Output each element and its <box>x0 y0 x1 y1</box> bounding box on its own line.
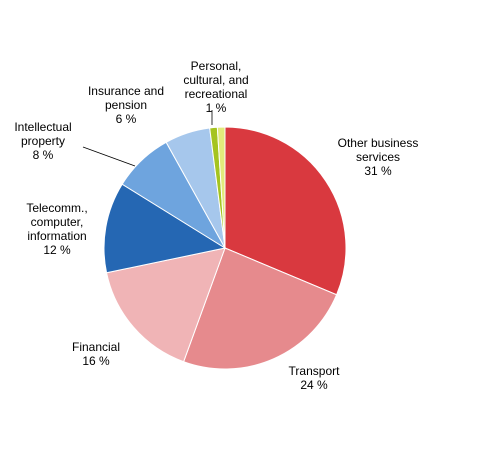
leader-lines <box>82 110 213 167</box>
slice-value-label: 31 % <box>364 164 392 178</box>
slice-value-label: 6 % <box>116 112 137 126</box>
pie-slices <box>103 126 347 370</box>
slice-name-line: Personal, <box>191 59 242 73</box>
pie-slice-financial <box>105 247 226 363</box>
pie-slice-other-business-services <box>224 126 347 296</box>
slice-label-personal-cultural-and-recreational: Personal, cultural, and recreational 1 % <box>183 59 248 115</box>
slice-name-line: recreational <box>185 87 248 101</box>
slice-labels: Other business services 31 % Transport 24 % F… <box>14 59 418 392</box>
slice-label-intellectual-property: Intellectual property 8 % <box>14 120 71 162</box>
pie-slice-personal-cultural-and-recreational <box>216 126 226 249</box>
leader-line-intellectual-property <box>82 146 136 167</box>
slice-name-line: information <box>27 229 86 243</box>
slice-label-transport: Transport 24 % <box>289 364 341 392</box>
pie-slice-telecomm-computer-information <box>103 183 227 274</box>
slice-value-label: 24 % <box>300 378 328 392</box>
slice-name-line: property <box>21 134 65 148</box>
slice-value-label: 12 % <box>43 243 71 257</box>
pie-slice-transport <box>182 247 338 370</box>
slice-name-line: Insurance and <box>88 84 164 98</box>
slice-name-line: Financial <box>72 340 120 354</box>
slice-name-line: computer, <box>31 215 84 229</box>
slice-name-line: pension <box>105 98 147 112</box>
slice-name-line: Telecomm., <box>26 201 87 215</box>
slice-name-line: services <box>356 150 400 164</box>
slice-name-line: Other business <box>338 136 419 150</box>
slice-label-insurance-and-pension: Insurance and pension 6 % <box>88 84 164 126</box>
slice-label-other-business-services: Other business services 31 % <box>338 136 419 178</box>
slice-value-label: 16 % <box>82 354 110 368</box>
slice-value-label: 1 % <box>206 101 227 115</box>
slice-value-label: 8 % <box>33 148 54 162</box>
slice-label-financial: Financial 16 % <box>72 340 120 368</box>
slice-name-line: Transport <box>289 364 341 378</box>
slice-name-line: cultural, and <box>183 73 248 87</box>
slice-label-telecomm-computer-information: Telecomm., computer, information 12 % <box>26 201 87 257</box>
slice-name-line: Intellectual <box>14 120 71 134</box>
